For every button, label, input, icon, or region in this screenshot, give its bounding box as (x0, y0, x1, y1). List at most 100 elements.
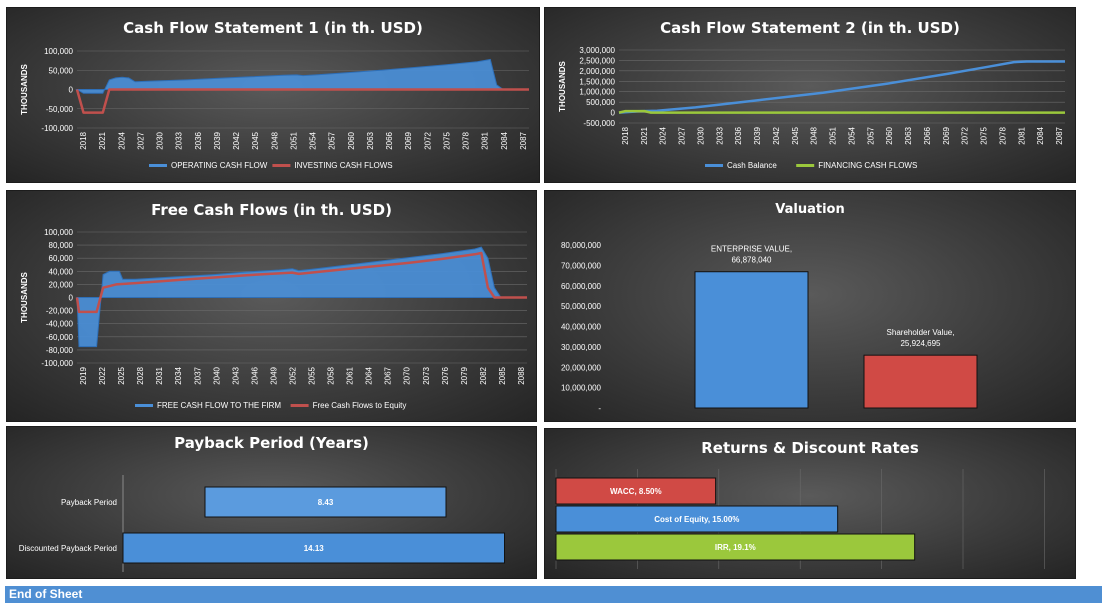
series-area-free-cash-flow-to-the-firm (76, 246, 527, 348)
cash-flow-statement-2-chart: Cash Flow Statement 2 (in th. USD) THOUSA… (544, 7, 1076, 183)
legend-swatch (135, 404, 153, 407)
y-tick-label: -40,000 (46, 320, 74, 329)
x-tick-label: 2042 (232, 131, 241, 149)
returns-svg: Returns & Discount Rates WACC, 8.50% Cost … (555, 439, 1045, 569)
fcf-svg: Free Cash Flows (in th. USD) THOUSANDS -10… (20, 201, 527, 410)
y-tick-label: 30,000,000 (561, 343, 602, 352)
y-tick-label: - (598, 404, 601, 413)
x-tick-label: 2027 (136, 131, 145, 149)
y-tick-label: 50,000 (49, 66, 74, 75)
x-tick-label: 2045 (251, 131, 260, 149)
y-axis-label: THOUSANDS (20, 272, 29, 323)
returns-discount-rates-chart: Returns & Discount Rates WACC, 8.50% Cost … (544, 428, 1076, 579)
x-tick-label: 2051 (829, 126, 838, 144)
bar-enterprise-value (694, 271, 809, 409)
x-tick-label: 2084 (1036, 126, 1045, 144)
series-line-financing-cash-flows (618, 109, 1065, 114)
x-tick-label: 2043 (231, 366, 240, 384)
x-tick-label: 2018 (621, 126, 630, 144)
x-tick-label: 2078 (462, 131, 471, 149)
x-tick-label: 2076 (441, 366, 450, 384)
x-tick-label: 2039 (213, 131, 222, 149)
legend-entry: Cash Balance (727, 161, 777, 170)
y-tick-label: 0 (69, 294, 74, 303)
y-tick-label: 80,000 (49, 241, 74, 250)
x-tick-label: 2060 (347, 131, 356, 149)
legend-swatch (705, 164, 723, 167)
x-tick-label: 2051 (289, 131, 298, 149)
x-tick-label: 2025 (117, 366, 126, 384)
data-label: IRR, 19.1% (715, 543, 756, 552)
chart-title: Payback Period (Years) (174, 434, 369, 452)
chart-title: Cash Flow Statement 2 (in th. USD) (660, 19, 960, 37)
y-tick-label: -100,000 (41, 359, 73, 368)
y-tick-label: 0 (69, 86, 74, 95)
legend-swatch (796, 164, 815, 167)
bar-irr (555, 533, 916, 561)
y-tick-label: 80,000,000 (561, 241, 602, 250)
end-of-sheet-label: End of Sheet (9, 587, 83, 601)
cfs1-svg: Cash Flow Statement 1 (in th. USD) THOUSA… (20, 19, 529, 170)
category-label: Discounted Payback Period (19, 544, 117, 553)
x-tick-label: 2079 (460, 366, 469, 384)
x-tick-label: 2061 (346, 366, 355, 384)
x-tick-label: 2063 (366, 131, 375, 149)
category-label: Payback Period (61, 498, 117, 507)
series-area-operating-cash-flow (75, 58, 529, 94)
x-tick-label: 2028 (136, 366, 145, 384)
legend-entry: OPERATING CASH FLOW (171, 161, 268, 170)
y-tick-label: 2,000,000 (579, 67, 615, 76)
cash-flow-statement-1-chart: Cash Flow Statement 1 (in th. USD) THOUSA… (6, 7, 540, 183)
x-tick-label: 2063 (904, 126, 913, 144)
x-tick-label: 2036 (194, 131, 203, 149)
end-of-sheet-bar: End of Sheet (5, 586, 1102, 603)
data-label: ENTERPRISE VALUE, (711, 245, 792, 254)
x-tick-label: 2072 (423, 131, 432, 149)
x-tick-label: 2040 (212, 366, 221, 384)
x-tick-label: 2048 (270, 131, 279, 149)
y-tick-label: -20,000 (46, 307, 74, 316)
x-tick-label: 2018 (79, 131, 88, 149)
y-tick-label: 70,000,000 (561, 261, 602, 270)
x-tick-label: 2042 (772, 126, 781, 144)
y-tick-label: 20,000 (49, 280, 74, 289)
data-label: 8.43 (318, 498, 334, 507)
x-tick-label: 2021 (98, 131, 107, 149)
y-tick-label: 100,000 (44, 228, 73, 237)
y-tick-label: 60,000,000 (561, 282, 602, 291)
x-tick-label: 2067 (384, 366, 393, 384)
x-tick-label: 2049 (269, 366, 278, 384)
series-line-free-cash-flows-to-equity (75, 251, 527, 314)
x-tick-label: 2070 (403, 366, 412, 384)
y-tick-label: -500,000 (583, 119, 615, 128)
x-tick-label: 2081 (1017, 126, 1026, 144)
data-label: 66,878,040 (731, 256, 772, 265)
x-tick-label: 2055 (308, 366, 317, 384)
y-tick-label: 100,000 (44, 47, 73, 56)
payback-period-chart: Payback Period (Years) 8.43 Payback Period… (6, 426, 537, 579)
x-tick-label: 2031 (155, 366, 164, 384)
data-label: 14.13 (304, 544, 325, 553)
bar-payback-period (204, 486, 447, 518)
x-tick-label: 2027 (678, 126, 687, 144)
x-tick-label: 2084 (500, 131, 509, 149)
y-tick-label: 0 (611, 109, 616, 118)
y-tick-label: 2,500,000 (579, 56, 615, 65)
x-tick-label: 2024 (117, 131, 126, 149)
x-tick-label: 2069 (404, 131, 413, 149)
bar-wacc (555, 477, 717, 505)
x-tick-label: 2054 (309, 131, 318, 149)
legend-entry: Free Cash Flows to Equity (313, 401, 407, 410)
series-line-investing-cash-flows (75, 88, 529, 114)
y-axis-label: THOUSANDS (20, 64, 29, 115)
x-tick-label: 2057 (328, 131, 337, 149)
legend-swatch (290, 404, 309, 407)
legend-swatch (149, 164, 167, 167)
x-tick-label: 2072 (961, 126, 970, 144)
x-tick-label: 2082 (479, 366, 488, 384)
x-tick-label: 2057 (866, 126, 875, 144)
x-tick-label: 2058 (327, 366, 336, 384)
series-line-cash-balance (618, 60, 1065, 114)
data-label: Cost of Equity, 15.00% (654, 515, 739, 524)
x-tick-label: 2021 (640, 126, 649, 144)
